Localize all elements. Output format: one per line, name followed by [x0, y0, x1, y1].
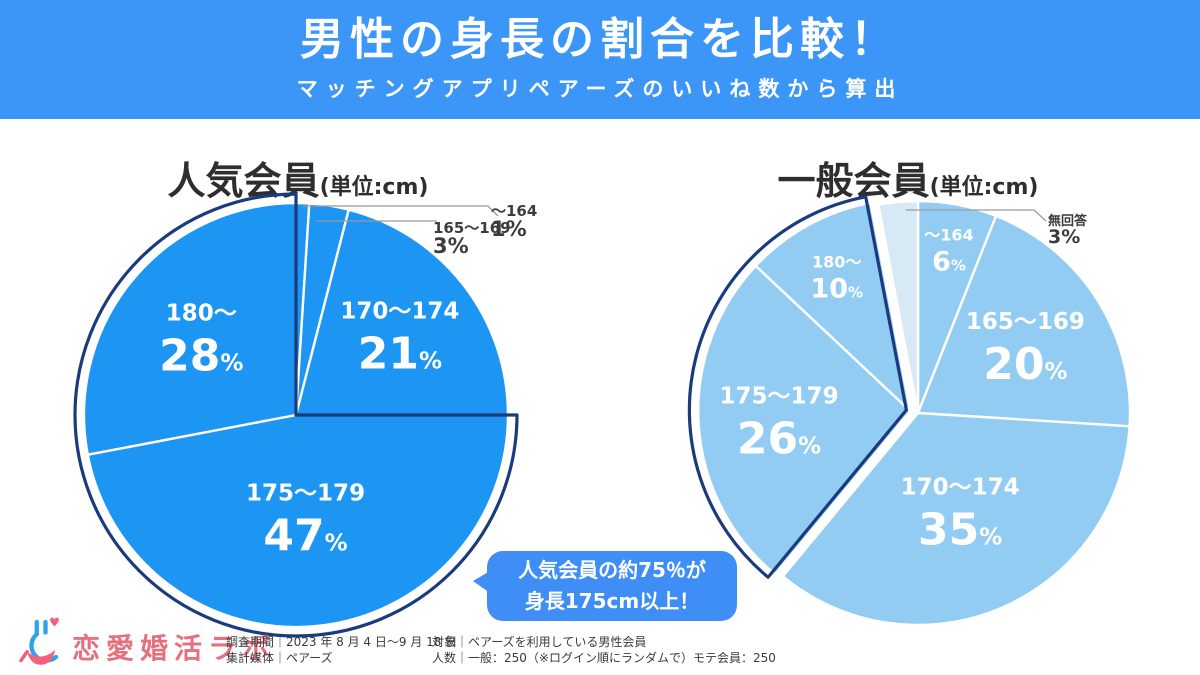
general-label-no-answer-text: 無回答 [1048, 214, 1088, 229]
popular-label-under164: ～164 1% [491, 202, 538, 242]
pie-slice-label: 10% [810, 273, 863, 304]
leader-line-164 [303, 205, 499, 217]
header-banner: 男性の身長の割合を比較！ マッチングアプリペアーズのいいね数から算出 [0, 0, 1200, 119]
popular-members-chart-title: 人気会員(単位:cm) [168, 150, 429, 205]
logo-text: 恋愛婚活ラボ [72, 632, 277, 665]
callout-line-1: 人気会員の約75％が [518, 558, 706, 582]
pie-slice-label: 170～174 [340, 298, 459, 324]
pie-slice-label: 180～ [812, 252, 861, 271]
footer-survey-info: 調査期間｜2023 年 8 月 4 日～9 月 18 日 集計媒体｜ペアーズ [226, 634, 457, 666]
pie-slice-5 [877, 199, 920, 415]
footer-media: 集計媒体｜ペアーズ [226, 651, 333, 666]
pie-slice-label: 175～179 [246, 480, 365, 506]
general-label-no-answer: 無回答 3% [1048, 215, 1087, 248]
highlight-group-outline [73, 192, 519, 638]
pie-slice-2 [781, 411, 1131, 627]
general-members-chart-title: 一般会員(単位:cm) [778, 150, 1039, 205]
footer-count: 人数｜一般：250（※ログイン順にランダムで）モテ会員：250 [432, 651, 776, 666]
general-members-unit-label: (単位:cm) [929, 175, 1039, 200]
pie-slice-2 [294, 208, 510, 417]
flask-logo-icon: ♥ [19, 615, 60, 665]
pie-slice-label: 175～179 [720, 383, 839, 409]
popular-label-165-169-pct: 3% [433, 234, 469, 259]
pie-slice-4 [82, 201, 298, 456]
footer-target: 対象｜ペアーズを利用している男性会員 [432, 635, 647, 649]
popular-label-under164-pct: 1% [491, 217, 527, 242]
footer-sample-info: 対象｜ペアーズを利用している男性会員 人数｜一般：250（※ログイン順にランダム… [432, 634, 776, 666]
general-pie-slices: ～1646%165～16920%170～17435%175～17926%180～… [687, 195, 1132, 627]
pie-slice-3 [697, 264, 912, 576]
general-label-no-answer-pct: 3% [1048, 226, 1081, 249]
page-subtitle: マッチングアプリペアーズのいいね数から算出 [296, 76, 904, 101]
pie-slice-label: 165～169 [966, 309, 1085, 335]
popular-members-unit-label: (単位:cm) [319, 175, 429, 200]
popular-label-165-169: 165～169 3% [433, 219, 511, 259]
pie-slice-1 [916, 214, 1132, 428]
general-members-pie-chart: ～1646%165～16920%170～17435%175～17926%180～… [687, 195, 1132, 627]
highlight-callout-bubble: 人気会員の約75％が 身長175cm以上！ [473, 551, 737, 621]
pie-slice-4 [754, 201, 912, 413]
pie-slice-label: ～164 [924, 226, 973, 245]
pie-slice-3 [86, 413, 510, 629]
footer-survey-period: 調査期間｜2023 年 8 月 4 日～9 月 18 日 [226, 635, 458, 649]
popular-label-165-169-range: 165～169 [433, 219, 511, 237]
highlight-group-outline [687, 195, 908, 579]
page-title: 男性の身長の割合を比較！ [300, 14, 900, 66]
general-members-title-text: 一般会員 [777, 159, 930, 203]
pie-slice-label: 180～ [166, 301, 237, 327]
callout-tail [473, 571, 490, 593]
popular-label-under164-range: ～164 [491, 202, 538, 220]
popular-members-title-text: 人気会員 [167, 159, 320, 203]
pie-slice-label: 170～174 [901, 474, 1020, 500]
leader-line-no-answer [906, 209, 1047, 222]
callout-line-2: 身長175cm以上！ [524, 589, 700, 613]
heart-icon: ♥ [49, 615, 60, 629]
